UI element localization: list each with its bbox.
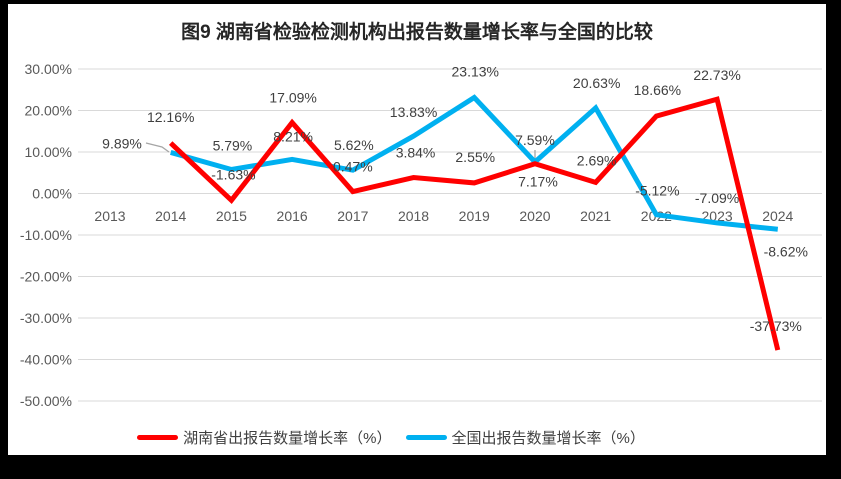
y-axis-tick-label: 30.00%: [25, 61, 72, 77]
data-label: 18.66%: [634, 82, 681, 98]
national-legend-label: 全国出报告数量增长率（%）: [451, 430, 645, 447]
chart-panel: 图9 湖南省检验检测机构出报告数量增长率与全国的比较 30.00% 20.00% 1…: [8, 4, 826, 455]
data-label: 2.69%: [577, 152, 617, 168]
x-axis-tick-label: 2013: [94, 208, 125, 224]
legend-item-hunan: 湖南省出报告数量增长率（%）: [137, 427, 392, 448]
y-axis-tick-label: -50.00%: [20, 393, 72, 409]
x-axis-tick-label: 2014: [155, 208, 186, 224]
data-label: 9.89%: [102, 135, 142, 151]
series-line: [170, 94, 779, 232]
data-label: 7.59%: [515, 132, 555, 148]
line-chart: 30.00% 20.00% 10.00% 0.00% -10.00% -20.00% -30…: [20, 61, 822, 409]
label-leader-line: [145, 142, 170, 153]
legend-item-national: 全国出报告数量增长率（%）: [405, 427, 645, 448]
legend: 湖南省出报告数量增长率（%） 全国出报告数量增长率（%）: [0, 427, 800, 448]
chart-title: 图9 湖南省检验检测机构出报告数量增长率与全国的比较: [181, 22, 653, 43]
data-label: 3.84%: [396, 145, 436, 161]
data-label: 22.73%: [693, 67, 740, 83]
data-label: 7.17%: [518, 174, 558, 190]
y-axis-tick-label: 20.00%: [25, 103, 72, 119]
y-axis-tick-label: -10.00%: [20, 227, 72, 243]
y-axis-tick-label: 10.00%: [25, 144, 72, 160]
data-label: -8.62%: [764, 243, 808, 259]
data-label: 2.55%: [455, 149, 495, 165]
data-label: -37.73%: [750, 318, 802, 334]
x-axis-tick-label: 2015: [216, 208, 247, 224]
x-axis-tick-label: 2017: [337, 208, 368, 224]
x-axis-tick-label: 2016: [277, 208, 308, 224]
series-line: [168, 96, 781, 351]
data-label: -7.09%: [695, 190, 739, 206]
hunan-line-swatch: [137, 435, 179, 440]
national-line-swatch: [405, 435, 447, 440]
data-label: 20.63%: [573, 75, 620, 91]
y-axis-tick-label: -30.00%: [20, 310, 72, 326]
data-label: 17.09%: [269, 90, 316, 106]
data-label: -5.12%: [635, 183, 679, 199]
y-axis-tick-label: -20.00%: [20, 269, 72, 285]
hunan-legend-label: 湖南省出报告数量增长率（%）: [183, 430, 392, 447]
data-label: 13.83%: [390, 104, 437, 120]
data-label: 12.16%: [147, 109, 194, 125]
x-axis-tick-label: 2018: [398, 208, 429, 224]
x-axis-tick-label: 2020: [519, 208, 550, 224]
y-axis-tick-label: -40.00%: [20, 352, 72, 368]
x-axis-tick-label: 2019: [459, 208, 490, 224]
x-axis-tick-label: 2021: [580, 208, 611, 224]
y-axis-tick-label: 0.00%: [32, 186, 72, 202]
x-axis-tick-label: 2024: [762, 208, 793, 224]
data-label: 8.21%: [273, 128, 313, 144]
data-label: -1.63%: [211, 166, 255, 182]
data-label: 5.79%: [213, 137, 253, 153]
data-label: 0.47%: [333, 159, 373, 175]
data-label: 5.62%: [334, 137, 374, 153]
data-label: 23.13%: [452, 64, 499, 80]
